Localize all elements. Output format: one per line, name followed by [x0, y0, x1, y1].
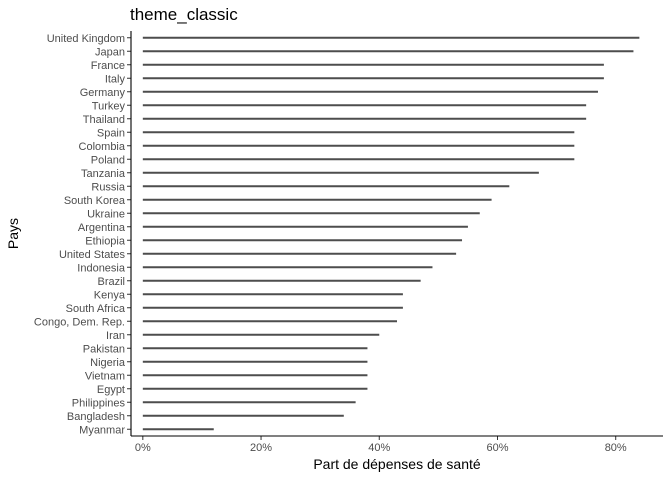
y-category-label: France — [91, 60, 125, 72]
x-tick-label: 40% — [368, 442, 390, 454]
x-tick-label: 0% — [135, 442, 151, 454]
y-axis-label: Pays — [5, 218, 21, 249]
x-ticks: 0% 20% 40% 60% 80% — [135, 436, 627, 454]
y-category-label: Pakistan — [83, 343, 125, 355]
y-category-label: Congo, Dem. Rep. — [34, 316, 125, 328]
y-category-label: Japan — [95, 46, 125, 58]
y-category-label: South Africa — [66, 303, 126, 315]
y-category-label: Nigeria — [90, 357, 126, 369]
x-tick-label: 80% — [605, 442, 627, 454]
y-category-label: Brazil — [97, 276, 125, 288]
y-category-label: Colombia — [79, 141, 126, 153]
y-category-label: Turkey — [92, 100, 126, 112]
y-category-label: Poland — [91, 154, 125, 166]
y-category-label: Egypt — [97, 384, 125, 396]
y-category-label: Indonesia — [77, 262, 126, 274]
y-category-label: Ukraine — [87, 208, 125, 220]
y-category-label: Ethiopia — [85, 235, 126, 247]
y-category-label: Germany — [80, 87, 126, 99]
y-category-label: Italy — [105, 73, 126, 85]
y-category-label: Thailand — [83, 114, 125, 126]
x-axis-label: Part de dépenses de santé — [313, 456, 481, 472]
y-category-label: Argentina — [78, 222, 126, 234]
x-tick-label: 20% — [250, 442, 272, 454]
chart-title: theme_classic — [130, 5, 238, 24]
y-category-label: Bangladesh — [67, 411, 125, 423]
y-category-label: Vietnam — [85, 370, 125, 382]
y-category-label: South Korea — [64, 195, 126, 207]
y-category-label: Tanzania — [81, 168, 126, 180]
y-category-label: United States — [59, 249, 126, 261]
y-category-label: Philippines — [72, 397, 126, 409]
y-category-label: Myanmar — [79, 424, 125, 436]
y-category-label: Iran — [106, 330, 125, 342]
y-category-label: Kenya — [94, 289, 126, 301]
y-category-label: Spain — [97, 127, 125, 139]
y-category-label: United Kingdom — [47, 33, 125, 45]
bars-group — [142, 36, 640, 431]
x-tick-label: 60% — [486, 442, 508, 454]
y-category-label: Russia — [91, 181, 126, 193]
